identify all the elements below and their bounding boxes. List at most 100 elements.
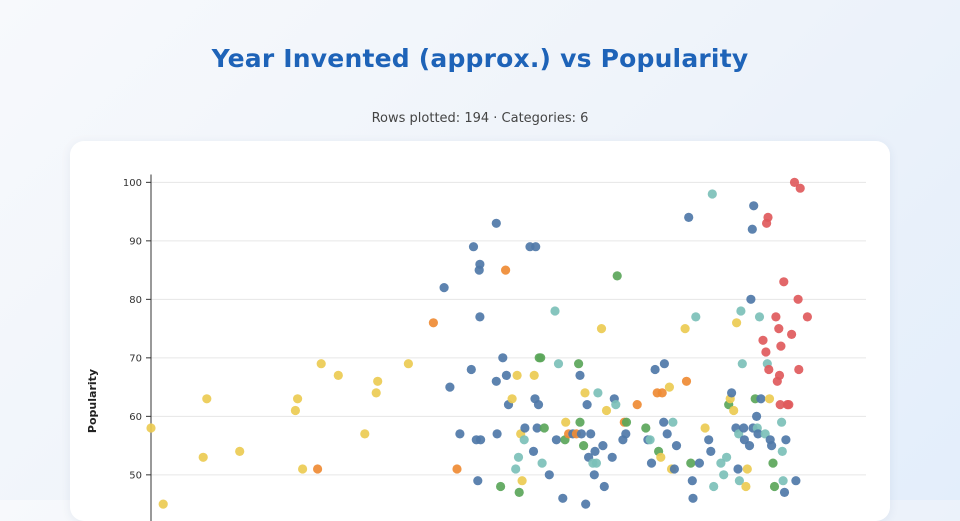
- data-point[interactable]: [520, 435, 529, 444]
- data-point[interactable]: [293, 394, 302, 403]
- data-point[interactable]: [514, 453, 523, 462]
- data-point[interactable]: [455, 429, 464, 438]
- data-point[interactable]: [508, 394, 517, 403]
- data-point[interactable]: [429, 318, 438, 327]
- data-point[interactable]: [665, 383, 674, 392]
- data-point[interactable]: [776, 342, 785, 351]
- data-point[interactable]: [778, 447, 787, 456]
- data-point[interactable]: [741, 482, 750, 491]
- data-point[interactable]: [771, 312, 780, 321]
- data-point[interactable]: [590, 470, 599, 479]
- data-point[interactable]: [467, 365, 476, 374]
- data-point[interactable]: [602, 406, 611, 415]
- data-point[interactable]: [722, 453, 731, 462]
- data-point[interactable]: [502, 371, 511, 380]
- data-point[interactable]: [496, 482, 505, 491]
- data-point[interactable]: [554, 359, 563, 368]
- data-point[interactable]: [656, 453, 665, 462]
- data-point[interactable]: [513, 371, 522, 380]
- data-point[interactable]: [736, 306, 745, 315]
- data-point[interactable]: [777, 418, 786, 427]
- data-point[interactable]: [803, 312, 812, 321]
- data-point[interactable]: [473, 476, 482, 485]
- data-point[interactable]: [686, 459, 695, 468]
- data-point[interactable]: [768, 459, 777, 468]
- data-point[interactable]: [695, 459, 704, 468]
- data-point[interactable]: [202, 394, 211, 403]
- data-point[interactable]: [774, 324, 783, 333]
- data-point[interactable]: [755, 312, 764, 321]
- data-point[interactable]: [670, 464, 679, 473]
- data-point[interactable]: [745, 441, 754, 450]
- data-point[interactable]: [622, 418, 631, 427]
- data-point[interactable]: [729, 406, 738, 415]
- data-point[interactable]: [780, 488, 789, 497]
- data-point[interactable]: [758, 336, 767, 345]
- data-point[interactable]: [613, 271, 622, 280]
- data-point[interactable]: [719, 470, 728, 479]
- data-point[interactable]: [360, 429, 369, 438]
- data-point[interactable]: [574, 359, 583, 368]
- data-point[interactable]: [668, 418, 677, 427]
- data-point[interactable]: [621, 429, 630, 438]
- data-point[interactable]: [796, 184, 805, 193]
- data-point[interactable]: [515, 488, 524, 497]
- data-point[interactable]: [558, 494, 567, 503]
- data-point[interactable]: [743, 464, 752, 473]
- data-point[interactable]: [476, 435, 485, 444]
- data-point[interactable]: [681, 324, 690, 333]
- data-point[interactable]: [580, 388, 589, 397]
- data-point[interactable]: [404, 359, 413, 368]
- data-point[interactable]: [633, 400, 642, 409]
- data-point[interactable]: [493, 429, 502, 438]
- data-point[interactable]: [583, 400, 592, 409]
- data-point[interactable]: [475, 312, 484, 321]
- data-point[interactable]: [651, 365, 660, 374]
- data-point[interactable]: [708, 189, 717, 198]
- data-point[interactable]: [752, 412, 761, 421]
- data-point[interactable]: [660, 359, 669, 368]
- data-point[interactable]: [469, 242, 478, 251]
- data-point[interactable]: [709, 482, 718, 491]
- data-point[interactable]: [593, 388, 602, 397]
- data-point[interactable]: [781, 435, 790, 444]
- data-point[interactable]: [575, 371, 584, 380]
- data-point[interactable]: [684, 213, 693, 222]
- data-point[interactable]: [749, 201, 758, 210]
- data-point[interactable]: [794, 295, 803, 304]
- data-point[interactable]: [531, 242, 540, 251]
- data-point[interactable]: [727, 388, 736, 397]
- data-point[interactable]: [530, 371, 539, 380]
- data-point[interactable]: [445, 383, 454, 392]
- data-point[interactable]: [658, 388, 667, 397]
- data-point[interactable]: [313, 464, 322, 473]
- data-point[interactable]: [545, 470, 554, 479]
- data-point[interactable]: [600, 482, 609, 491]
- data-point[interactable]: [779, 277, 788, 286]
- data-point[interactable]: [764, 365, 773, 374]
- data-point[interactable]: [765, 394, 774, 403]
- data-point[interactable]: [552, 435, 561, 444]
- data-point[interactable]: [598, 441, 607, 450]
- data-point[interactable]: [534, 400, 543, 409]
- data-point[interactable]: [732, 318, 741, 327]
- data-point[interactable]: [597, 324, 606, 333]
- data-point[interactable]: [779, 476, 788, 485]
- data-point[interactable]: [641, 423, 650, 432]
- data-point[interactable]: [518, 476, 527, 485]
- data-point[interactable]: [748, 225, 757, 234]
- data-point[interactable]: [440, 283, 449, 292]
- data-point[interactable]: [784, 400, 793, 409]
- data-point[interactable]: [529, 447, 538, 456]
- data-point[interactable]: [663, 429, 672, 438]
- data-point[interactable]: [561, 418, 570, 427]
- data-point[interactable]: [577, 429, 586, 438]
- data-point[interactable]: [540, 423, 549, 432]
- data-point[interactable]: [334, 371, 343, 380]
- data-point[interactable]: [746, 295, 755, 304]
- data-point[interactable]: [475, 260, 484, 269]
- data-point[interactable]: [701, 423, 710, 432]
- data-point[interactable]: [146, 423, 155, 432]
- data-point[interactable]: [756, 394, 765, 403]
- data-point[interactable]: [647, 459, 656, 468]
